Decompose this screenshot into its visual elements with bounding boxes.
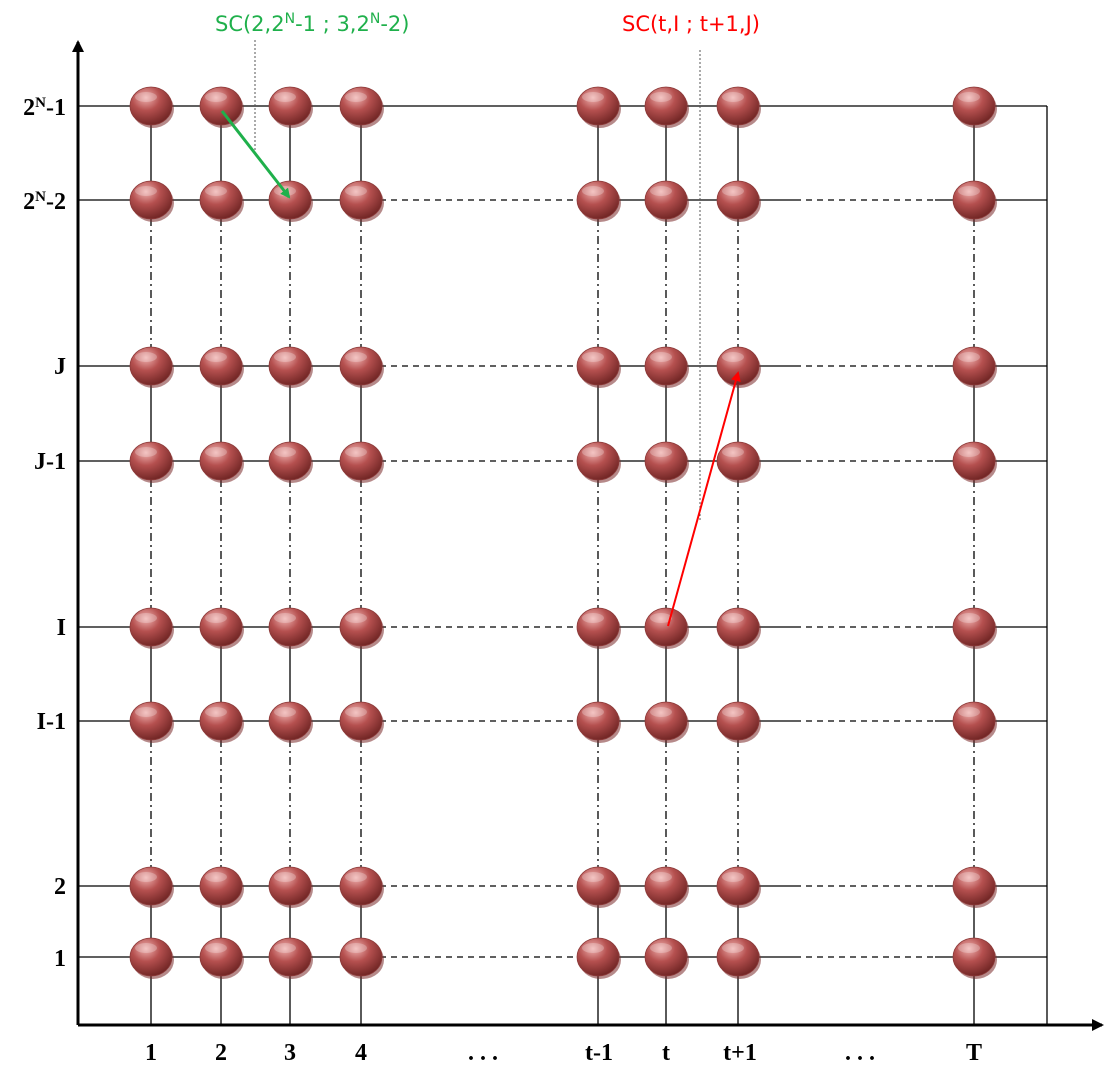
x-label-tp1: t+1 [723, 1040, 757, 1066]
state-node [199, 607, 244, 649]
state-node [199, 346, 244, 388]
state-node [268, 180, 313, 222]
state-node [644, 937, 689, 979]
state-node [129, 701, 174, 743]
state-node [952, 346, 997, 388]
state-node [952, 937, 997, 979]
state-node [644, 346, 689, 388]
red-transition-arrow [667, 371, 741, 627]
state-node [129, 937, 174, 979]
state-node [576, 866, 621, 908]
state-node [576, 607, 621, 649]
state-node [716, 607, 761, 649]
state-node [339, 866, 384, 908]
state-node [952, 607, 997, 649]
y-label-2: 2 [54, 874, 66, 900]
x-label-1: 1 [145, 1040, 157, 1066]
state-node [129, 441, 174, 483]
y-axis-labels: 2N-1 2N-2 J J-1 I I-1 2 1 [23, 95, 66, 972]
state-node [339, 441, 384, 483]
state-node [129, 86, 174, 128]
state-node [716, 346, 761, 388]
state-node [268, 346, 313, 388]
state-node [952, 866, 997, 908]
state-node [268, 607, 313, 649]
state-node [576, 937, 621, 979]
x-label-dots: . . . [468, 1040, 498, 1066]
y-label-J: J [54, 354, 66, 380]
x-label-dots2: . . . [845, 1040, 875, 1066]
state-node [952, 180, 997, 222]
state-node [268, 441, 313, 483]
state-node [199, 180, 244, 222]
state-node [339, 180, 384, 222]
x-label-4: 4 [355, 1040, 367, 1066]
state-node [339, 701, 384, 743]
state-node [716, 441, 761, 483]
state-node [644, 866, 689, 908]
state-node [716, 937, 761, 979]
x-label-3: 3 [284, 1040, 296, 1066]
state-node [268, 937, 313, 979]
state-node [576, 346, 621, 388]
state-node [644, 180, 689, 222]
horizontal-grid-lines [78, 105, 1047, 958]
state-node [952, 701, 997, 743]
y-label-top: 2N-1 [23, 95, 66, 121]
state-node [644, 701, 689, 743]
state-node [576, 86, 621, 128]
state-node [716, 86, 761, 128]
state-node [576, 701, 621, 743]
state-node [339, 607, 384, 649]
state-node [952, 86, 997, 128]
state-node [129, 180, 174, 222]
state-node [952, 441, 997, 483]
state-node [199, 937, 244, 979]
y-label-Jm1: J-1 [34, 449, 66, 475]
y-label-I: I [57, 615, 66, 641]
green-transition-arrow [220, 110, 291, 199]
x-axis-labels: 1 2 3 4 . . . t-1 t t+1 . . . T [145, 1040, 982, 1066]
state-node [644, 607, 689, 649]
x-label-t: t [662, 1040, 670, 1066]
state-node [199, 701, 244, 743]
y-label-top2: 2N-2 [23, 189, 66, 215]
state-node [716, 866, 761, 908]
state-node [199, 86, 244, 128]
state-node [644, 86, 689, 128]
red-annotation: SC(t,I ; t+1,J) [622, 12, 760, 36]
x-label-tm1: t-1 [585, 1040, 613, 1066]
state-node [129, 346, 174, 388]
node-grid [129, 86, 997, 979]
state-node [199, 441, 244, 483]
y-label-1: 1 [54, 946, 66, 972]
state-node [268, 86, 313, 128]
state-node [129, 866, 174, 908]
state-node [716, 180, 761, 222]
state-node [339, 86, 384, 128]
state-node [339, 937, 384, 979]
state-node [199, 866, 244, 908]
state-node [268, 866, 313, 908]
state-node [268, 701, 313, 743]
state-node [339, 346, 384, 388]
x-label-T: T [966, 1040, 982, 1066]
y-label-Im1: I-1 [37, 709, 66, 735]
state-node [576, 441, 621, 483]
state-node [644, 441, 689, 483]
state-node [576, 180, 621, 222]
x-label-2: 2 [215, 1040, 227, 1066]
green-annotation: SC(2,2N-1 ; 3,2N-2) [215, 11, 409, 36]
state-node [129, 607, 174, 649]
state-node [716, 701, 761, 743]
